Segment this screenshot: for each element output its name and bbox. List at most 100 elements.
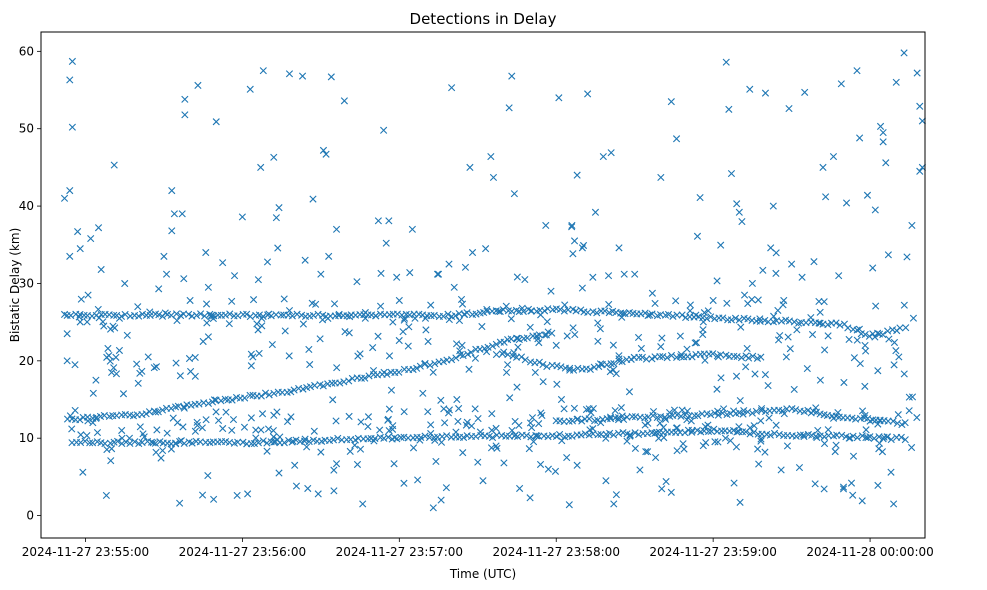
data-point-marker [861, 341, 869, 350]
data-point-marker [783, 442, 792, 450]
data-point-marker [464, 350, 472, 358]
data-point-marker [772, 421, 780, 429]
data-point-marker [776, 331, 784, 340]
data-point-marker [317, 448, 325, 456]
data-point-marker [395, 296, 403, 305]
data-point-marker [897, 433, 905, 441]
data-point-marker [779, 301, 787, 309]
data-point-marker [677, 412, 685, 420]
data-point-marker [683, 345, 691, 353]
data-point-marker [602, 477, 610, 485]
plot-area [41, 32, 925, 538]
data-point-marker [842, 199, 851, 207]
data-point-marker [777, 317, 786, 325]
data-point-marker [764, 381, 772, 390]
data-point-marker [437, 438, 446, 446]
data-point-marker [461, 263, 470, 271]
data-point-marker [864, 434, 872, 442]
data-point-marker [238, 213, 246, 221]
data-point-marker [535, 331, 543, 339]
data-point-marker [202, 416, 210, 424]
data-point-marker [136, 423, 144, 431]
data-point-marker [314, 490, 322, 498]
data-point-marker [709, 350, 717, 358]
data-point-marker [721, 434, 730, 442]
data-point-marker [325, 252, 333, 260]
data-point-marker [649, 407, 658, 416]
data-point-marker [259, 437, 267, 445]
data-point-marker [204, 471, 212, 480]
data-point-marker [234, 438, 242, 446]
data-point-marker [330, 487, 338, 495]
data-point-marker [172, 310, 181, 318]
data-point-marker [835, 272, 843, 280]
data-point-marker [106, 325, 115, 333]
data-point-marker [332, 460, 341, 468]
data-point-marker [735, 316, 743, 324]
data-point-marker [454, 417, 462, 426]
data-point-marker [586, 365, 594, 374]
data-point-marker [882, 159, 890, 167]
data-point-marker [726, 437, 735, 445]
data-point-marker [384, 416, 392, 424]
data-point-marker [377, 269, 385, 277]
data-point-marker [390, 433, 399, 442]
data-point-marker [672, 424, 681, 432]
data-point-marker [283, 417, 292, 426]
data-point-marker [277, 311, 285, 319]
data-point-marker [365, 372, 373, 380]
data-point-marker [568, 432, 576, 440]
data-point-marker [60, 194, 69, 202]
data-point-marker [393, 435, 401, 443]
data-point-marker [93, 429, 102, 437]
data-point-marker [112, 370, 121, 378]
data-point-marker [254, 276, 262, 284]
data-point-marker [777, 466, 785, 474]
data-point-marker [735, 423, 743, 431]
data-point-marker [578, 284, 586, 292]
data-point-marker [557, 395, 566, 404]
data-point-marker [687, 417, 695, 425]
data-point-marker [670, 406, 679, 414]
data-point-marker [408, 225, 416, 233]
data-point-marker [858, 497, 866, 505]
data-point-marker [79, 468, 87, 476]
data-point-marker [371, 434, 379, 443]
data-point-marker [905, 407, 913, 415]
data-point-marker [631, 444, 639, 453]
y-tick-label: 20 [19, 354, 34, 368]
data-point-marker [772, 269, 780, 277]
data-point-marker [732, 372, 741, 380]
data-point-marker [230, 272, 239, 280]
data-point-marker [543, 318, 551, 326]
data-point-marker [66, 412, 74, 420]
data-point-marker [850, 354, 858, 362]
data-point-marker [252, 434, 260, 442]
data-point-marker [212, 408, 220, 416]
data-point-marker [729, 407, 738, 415]
data-point-marker [192, 311, 201, 319]
data-point-marker [615, 352, 623, 360]
data-point-marker [895, 353, 903, 361]
data-point-marker [432, 457, 440, 465]
data-point-marker [334, 434, 342, 442]
data-point-marker [593, 309, 601, 317]
data-point-marker [76, 416, 84, 424]
data-point-marker [840, 378, 848, 387]
data-point-marker [510, 190, 518, 198]
data-point-marker [903, 253, 911, 261]
data-point-marker [544, 433, 552, 441]
data-point-marker [669, 312, 677, 320]
data-point-marker [219, 424, 227, 433]
data-point-marker [121, 310, 129, 319]
data-point-marker [890, 338, 899, 347]
data-point-marker [571, 330, 579, 339]
data-point-marker [265, 310, 273, 318]
data-point-marker [661, 415, 670, 423]
data-point-marker [384, 433, 392, 441]
data-point-marker [733, 352, 741, 361]
data-point-marker [387, 386, 396, 394]
data-point-marker [275, 204, 283, 212]
data-point-marker [153, 426, 161, 434]
